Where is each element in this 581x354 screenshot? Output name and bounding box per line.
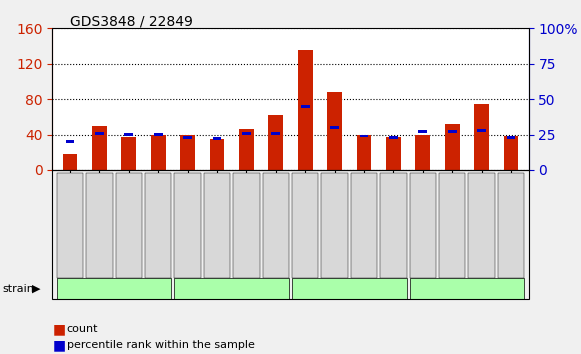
Bar <box>474 104 489 170</box>
Bar <box>477 129 486 132</box>
Bar <box>121 137 136 170</box>
Bar <box>271 132 280 135</box>
Bar <box>63 154 77 170</box>
Text: R. prowazekii Erus: R. prowazekii Erus <box>419 284 515 293</box>
Bar <box>124 133 133 136</box>
Bar <box>92 126 107 170</box>
Bar <box>66 140 74 143</box>
Bar <box>357 135 371 170</box>
Bar <box>327 92 342 170</box>
Text: GDS3848 / 22849: GDS3848 / 22849 <box>70 14 192 28</box>
Bar <box>301 105 310 108</box>
Text: control, uninfected: control, uninfected <box>64 284 163 293</box>
Bar <box>268 115 283 170</box>
Text: ■: ■ <box>52 322 66 336</box>
Bar <box>389 136 398 139</box>
Bar <box>210 139 224 170</box>
Bar <box>507 136 515 139</box>
Text: R. prowazekii Evir: R. prowazekii Evir <box>303 284 396 293</box>
Text: ■: ■ <box>52 338 66 352</box>
Bar <box>330 126 339 129</box>
Text: ▶: ▶ <box>32 284 41 293</box>
Bar <box>298 51 313 170</box>
Bar <box>239 129 254 170</box>
Bar <box>242 132 251 135</box>
Bar <box>504 136 518 170</box>
Bar <box>183 136 192 139</box>
Bar <box>386 137 401 170</box>
Bar <box>180 135 195 170</box>
Bar <box>360 135 368 137</box>
Bar <box>154 133 163 136</box>
Text: R. prowazekii Rp22: R. prowazekii Rp22 <box>182 284 282 293</box>
Text: count: count <box>67 324 98 334</box>
Text: strain: strain <box>3 284 35 293</box>
Bar <box>445 124 460 170</box>
Bar <box>213 137 221 140</box>
Bar <box>415 135 430 170</box>
Bar <box>95 132 104 135</box>
Bar <box>448 130 457 133</box>
Bar <box>151 135 166 170</box>
Text: percentile rank within the sample: percentile rank within the sample <box>67 340 254 350</box>
Bar <box>418 130 427 133</box>
